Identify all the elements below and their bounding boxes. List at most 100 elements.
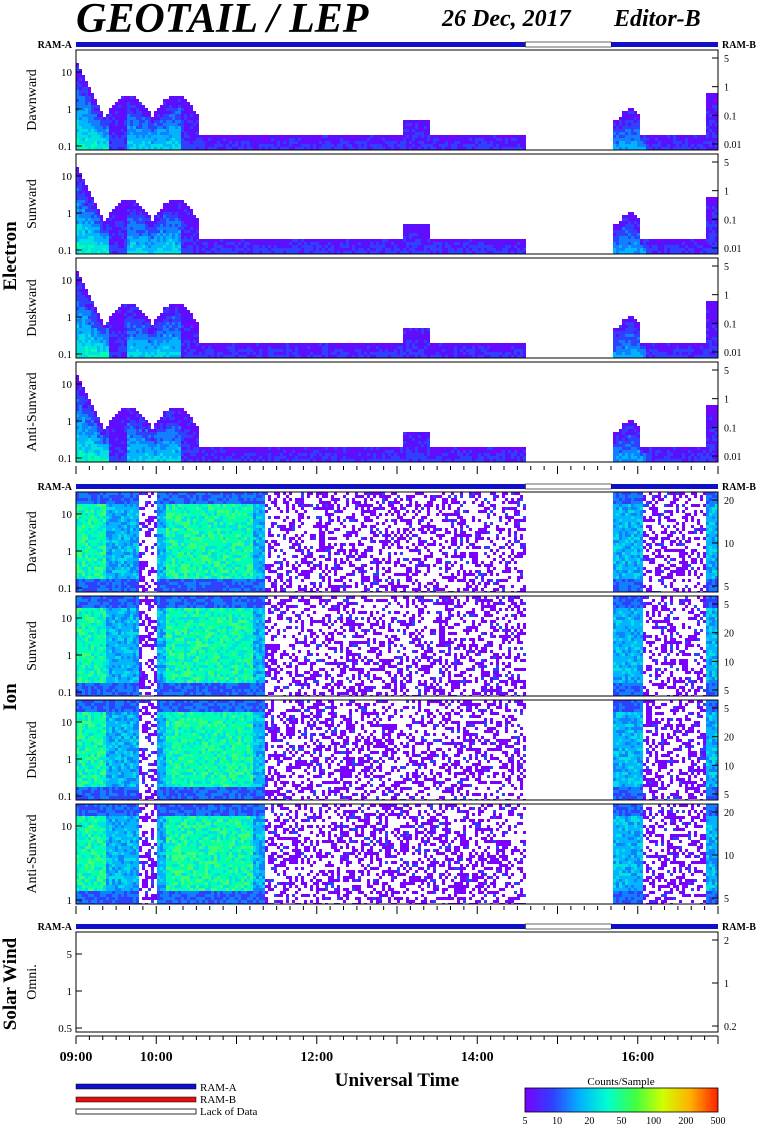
ram-b-label: RAM-B [722,40,756,51]
colorbar-tick-label: 500 [711,1116,726,1127]
y-tick-label: 0.5 [58,1023,72,1035]
colorbar-tick-label: 5 [523,1116,528,1127]
y-tick-label: 0.1 [58,687,72,699]
y-tick-label: 1 [67,986,73,998]
panel-name: Sunward [25,621,40,671]
page-date: 26 Dec, 2017 [441,6,572,32]
y2-tick-label: 5 [724,582,729,593]
legend-label-ram-b: RAM-B [200,1094,236,1106]
y2-tick-label: 20 [724,733,734,744]
panel-name: Dawnward [25,511,40,572]
y2-tick-label: 0.01 [724,244,742,255]
legend-swatch-ram-b [75,1096,197,1103]
ram-bar-a [611,42,718,47]
y2-tick-label: 5 [724,790,729,801]
panel-frame [75,595,719,697]
y2-tick-label: 10 [724,851,734,862]
y-tick-label: 10 [61,717,73,729]
y-tick-label: 10 [61,821,73,833]
y-tick-label: 1 [67,104,73,116]
y-tick-label: 1 [67,546,73,558]
ram-bar-gap [525,923,612,930]
panel-solar_wind-omni-: RAM-A RAM-B Omni. 5 1 0.5 2 1 0.2 [25,922,756,1035]
y2-tick-label: 1 [724,979,729,990]
colorbar-scale [524,1087,719,1113]
panel-electron-anti-sunward: Anti-Sunward 10 1 0.1 5 1 0.1 0.01 [25,361,742,465]
legend: RAM-A RAM-B Lack of Data [75,1082,258,1118]
panel-frame [75,257,719,359]
y2-tick-label: 0.1 [724,319,737,330]
y2-tick-label: 1 [724,395,729,406]
panel-name: Omni. [25,964,40,999]
y-tick-label: 0.1 [58,791,72,803]
x-axis: 09:00 10:00 12:00 14:00 16:00 [60,466,719,1065]
y-tick-label: 10 [61,171,73,183]
y2-tick-label: 2 [724,936,729,947]
y2-tick-label: 0.01 [724,452,742,463]
panel-electron-sunward: Sunward 10 1 0.1 5 1 0.1 0.01 [25,153,742,257]
y-tick-label: 10 [61,509,73,521]
y-tick-label: 0.1 [58,453,72,465]
panel-name: Anti-Sunward [25,372,40,451]
colorbar-title: Counts/Sample [587,1076,654,1088]
y2-tick-label: 0.1 [724,111,737,122]
x-tick-label: 16:00 [621,1050,654,1065]
panel-frame [75,153,719,255]
x-axis-label: Universal Time [335,1070,459,1091]
group-label-solar-wind: Solar Wind [0,937,21,1030]
panel-ion-anti-sunward: Anti-Sunward 10 1 20 10 5 [25,803,734,907]
spectrogram-texture [76,804,718,904]
legend-label-lack: Lack of Data [200,1106,258,1118]
ram-a-label: RAM-A [38,40,73,51]
y2-tick-label: 1 [724,187,729,198]
y2-tick-label: 20 [724,496,734,507]
panel-ion-duskward: Duskward 10 1 0.1 5 20 10 5 [25,699,734,803]
panel-name: Duskward [25,279,40,337]
group-label-ion: Ion [0,683,21,711]
ram-bar-a [76,484,526,489]
ram-b-label: RAM-B [722,922,756,933]
spectrogram-texture [76,596,718,696]
y-tick-label: 10 [61,275,73,287]
panel-electron-dawnward: RAM-A RAM-B Dawnward 10 1 0.1 5 1 0.1 0.01 [25,40,756,153]
ram-bar-a [76,924,526,929]
y2-tick-label: 5 [724,686,729,697]
x-tick-label: 10:00 [140,1050,173,1065]
ram-bar-a [611,484,718,489]
colorbar-tick-label: 200 [678,1116,693,1127]
x-tick-label: 12:00 [300,1050,333,1065]
panel-ion-dawnward: RAM-A RAM-B Dawnward 10 1 0.1 20 10 5 [25,482,756,595]
y2-tick-label: 10 [724,761,734,772]
y2-tick-label: 10 [724,539,734,550]
colorbar: Counts/Sample 5 10 20 50 100 200 500 [523,1076,726,1127]
y-tick-label: 10 [61,379,73,391]
colorbar-tick-label: 10 [552,1116,562,1127]
spectrogram-texture [76,375,718,462]
panel-ion-sunward: Sunward 10 1 0.1 5 20 10 5 [25,595,734,699]
spectrogram-panels: RAM-A RAM-B Dawnward 10 1 0.1 5 1 0.1 0.01 Sunward… [25,40,756,1035]
spectrogram-texture [76,492,718,592]
y2-tick-label: 5 [724,262,729,273]
x-tick-label: 09:00 [60,1050,93,1065]
legend-label-ram-a: RAM-A [200,1082,237,1094]
colorbar-tick-label: 100 [646,1116,661,1127]
y-tick-label: 10 [61,613,73,625]
x-tick-label: 14:00 [461,1050,494,1065]
y-tick-label: 1 [67,208,73,220]
panel-name: Sunward [25,179,40,229]
y-tick-label: 1 [67,650,73,662]
panel-name: Dawnward [25,69,40,130]
panel-frame [75,931,719,1033]
panel-frame [75,803,719,905]
panel-name: Anti-Sunward [25,814,40,893]
ram-bar-a [76,42,526,47]
legend-swatch-lack [75,1108,197,1115]
y2-tick-label: 5 [724,600,729,611]
y-tick-label: 10 [61,67,73,79]
panel-frame [75,49,719,151]
spectrogram-texture [76,271,718,358]
panel-name: Duskward [25,721,40,779]
ram-bar-gap [525,41,612,48]
y2-tick-label: 0.1 [724,423,737,434]
